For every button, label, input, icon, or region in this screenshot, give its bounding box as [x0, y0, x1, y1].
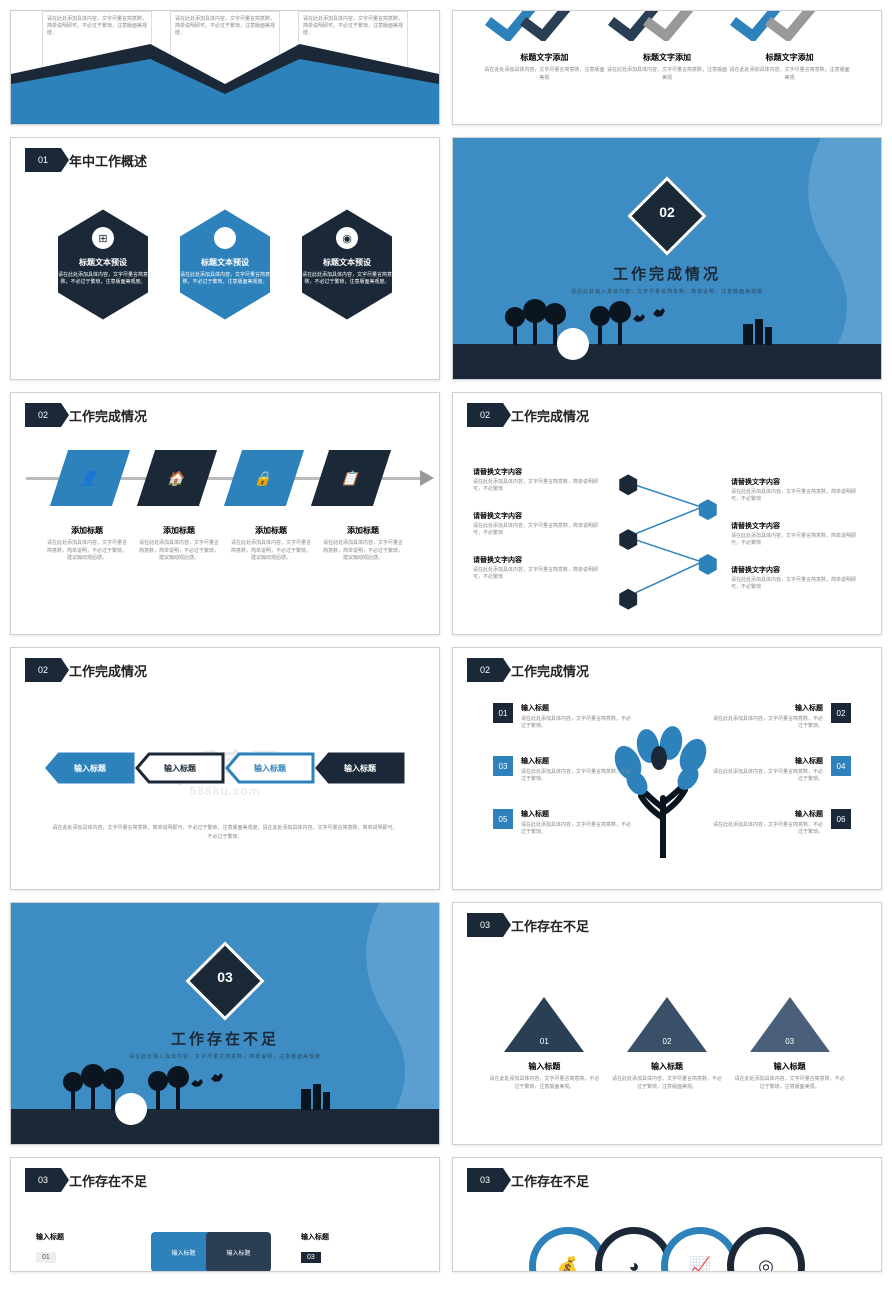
timeline-label: 添加标题请在此处添加具体内容，文字尽量言简意赅，简单说明，不必过于繁琐，建议煽动… — [231, 525, 311, 563]
section-badge: 02 — [25, 403, 61, 427]
slide-8-tree: 02 工作完成情况 01输入标题请在此处添加具体内容，文字尽量言简意赅，不必过于繁… — [452, 647, 882, 890]
network-item: 请替换文字内容请在此处添加具体内容，文字尽量言简意赅，简单说明即可，不必繁琐 — [473, 467, 603, 493]
network-item: 请替换文字内容请在此处添加具体内容，文字尽量言简意赅，简单说明即可，不必繁琐 — [731, 521, 861, 547]
slide-11-boxes: 03 工作存在不足 输入标题01 输入标题输入标题输入标题输入标题 输入标题03 — [10, 1157, 440, 1272]
hexagon-item: 标题文本预设请在此处添加具体内容，文字尽量言简意赅，不必过于繁琐，注意版面美观度… — [170, 202, 280, 327]
section-number: 02 — [659, 204, 675, 220]
wave-shape — [11, 34, 439, 124]
section-badge: 02 — [467, 658, 503, 682]
section-title: 年中工作概述 — [69, 151, 147, 170]
tree-item: 04输入标题请在此处添加具体内容，文字尽量言简意赅，不必过于繁琐。 — [712, 756, 851, 783]
checkmark-item: 标题文字添加请在此处添加具体内容，文字尽量言简意赅，注意版面美观 — [606, 10, 729, 82]
arrow-step: 输入标题 — [135, 752, 225, 784]
section-badge: 03 — [25, 1168, 61, 1192]
arrow-step: 输入标题 — [225, 752, 315, 784]
center-puzzle: 输入标题输入标题输入标题输入标题 — [151, 1232, 271, 1272]
timeline-label: 添加标题请在此处添加具体内容，文字尽量言简意赅，简单说明，不必过于繁琐，建议煽动… — [323, 525, 403, 563]
landscape-scene — [453, 289, 882, 379]
slide-5-timeline: 02 工作完成情况 👤🏠🔒📋 添加标题请在此处添加具体内容，文字尽量言简意赅，简单… — [10, 392, 440, 635]
timeline-label: 添加标题请在此处添加具体内容，文字尽量言简意赅，简单说明，不必过于繁琐，建议煽动… — [47, 525, 127, 563]
timeline-node: 📋 — [310, 450, 390, 506]
slide-3-hexagons: 01 年中工作概述 ⊞标题文本预设请在此处添加具体内容，文字尽量言简意赅，不必过于… — [10, 137, 440, 380]
section-badge: 03 — [467, 913, 503, 937]
tree-item: 02输入标题请在此处添加具体内容，文字尽量言简意赅，不必过于繁琐。 — [712, 703, 851, 730]
slide-7-arrows: 02工作完成情况 ⟨千库网588ku.com 输入标题输入标题输入标题输入标题 … — [10, 647, 440, 890]
arrow-step: 输入标题 — [315, 752, 405, 784]
network-item: 请替换文字内容请在此处添加具体内容，文字尽量言简意赅，简单说明即可，不必繁琐 — [731, 477, 861, 503]
checkmark-item: 标题文字添加请在此处添加具体内容，文字尽量言简意赅，注意版面美观 — [728, 10, 851, 82]
timeline-label: 添加标题请在此处添加具体内容，文字尽量言简意赅，简单说明，不必过于繁琐，建议煽动… — [139, 525, 219, 563]
slide-6-network: 02 工作完成情况 请替换文字内容请在此处添加具体内容，文字尽量言简意赅，简单说明… — [452, 392, 882, 635]
section-title: 工作完成情况 — [69, 661, 147, 680]
section-badge: 02 — [467, 403, 503, 427]
network-item: 请替换文字内容请在此处添加具体内容，文字尽量言简意赅，简单说明即可，不必繁琐 — [731, 565, 861, 591]
timeline-node: 👤 — [49, 450, 129, 506]
slide-10-triangles: 03 工作存在不足 01输入标题请在此处添加具体内容，文字尽量言简意赅，不必过于繁… — [452, 902, 882, 1145]
tree-item: 01输入标题请在此处添加具体内容，文字尽量言简意赅，不必过于繁琐。 — [493, 703, 632, 730]
tree-item: 03输入标题请在此处添加具体内容，文字尽量言简意赅，不必过于繁琐。 — [493, 756, 632, 783]
section-title: 工作存在不足 — [511, 916, 589, 935]
section-title: 工作完成情况 — [69, 406, 147, 425]
puzzle-piece: 输入标题 — [206, 1232, 271, 1272]
hexagon-item: ◉标题文本预设请在此处添加具体内容，文字尽量言简意赅，不必过于繁琐，注意版面美观… — [292, 202, 402, 327]
hexagon-item: ⊞标题文本预设请在此处添加具体内容，文字尽量言简意赅，不必过于繁琐，注意版面美观… — [48, 202, 158, 327]
section-title: 工作完成情况 — [613, 263, 721, 284]
section-title: 工作完成情况 — [511, 661, 589, 680]
section-badge: 01 — [25, 148, 61, 172]
arrow-step: 输入标题 — [45, 752, 135, 784]
triangle-item: 01输入标题请在此处添加具体内容，文字尽量言简意赅，不必过于繁琐，注意版面美观。 — [489, 992, 599, 1091]
slide-1: 请在此处添加具体内容，文字尽量言简意赅，简单说明即可，不必过于繁琐，注意版面美观… — [10, 10, 440, 125]
section-title: 工作存在不足 — [171, 1028, 279, 1049]
triangle-item: 03输入标题请在此处添加具体内容，文字尽量言简意赅，不必过于繁琐，注意版面美观。 — [735, 992, 845, 1091]
section-badge: 03 — [467, 1168, 503, 1192]
timeline-node: 🏠 — [136, 450, 216, 506]
section-title: 工作存在不足 — [69, 1171, 147, 1190]
slide-4-divider: 02 工作完成情况 请在此处输入具体内容，文字尽量言简意赅，简单说明，注意版面美… — [452, 137, 882, 380]
slide-12-circles: 03工作存在不足 💰◕📈◎ — [452, 1157, 882, 1272]
section-badge: 02 — [25, 658, 61, 682]
tree-item: 06输入标题请在此处添加具体内容，文字尽量言简意赅，不必过于繁琐。 — [712, 809, 851, 836]
section-number: 03 — [217, 969, 233, 985]
box-item: 输入标题01 — [36, 1232, 121, 1272]
checkmark-item: 标题文字添加请在此处添加具体内容，文字尽量言简意赅，注意版面美观 — [483, 10, 606, 82]
tree-item: 05输入标题请在此处添加具体内容，文字尽量言简意赅，不必过于繁琐。 — [493, 809, 632, 836]
slide-9-divider: 03 工作存在不足 请在此处输入具体内容，文字尽量言简意赅，简单说明，注意版面美… — [10, 902, 440, 1145]
box-item: 输入标题03 — [301, 1232, 386, 1272]
landscape-scene — [11, 1054, 440, 1144]
section-title: 工作完成情况 — [511, 406, 589, 425]
triangle-item: 02输入标题请在此处添加具体内容，文字尽量言简意赅，不必过于繁琐，注意版面美观。 — [612, 992, 722, 1091]
section-title: 工作存在不足 — [511, 1171, 589, 1190]
timeline-node: 🔒 — [223, 450, 303, 506]
slide-2: 标题文字添加请在此处添加具体内容，文字尽量言简意赅，注意版面美观 标题文字添加请… — [452, 10, 882, 125]
circle-icon: ◎ — [727, 1227, 805, 1272]
network-item: 请替换文字内容请在此处添加具体内容，文字尽量言简意赅，简单说明即可，不必繁琐 — [473, 555, 603, 581]
description-text: 请在此处添加具体内容，文字尽量言简意赅，简单说明即可，不必过于繁琐，注意版面美观… — [51, 824, 399, 842]
network-item: 请替换文字内容请在此处添加具体内容，文字尽量言简意赅，简单说明即可，不必繁琐 — [473, 511, 603, 537]
